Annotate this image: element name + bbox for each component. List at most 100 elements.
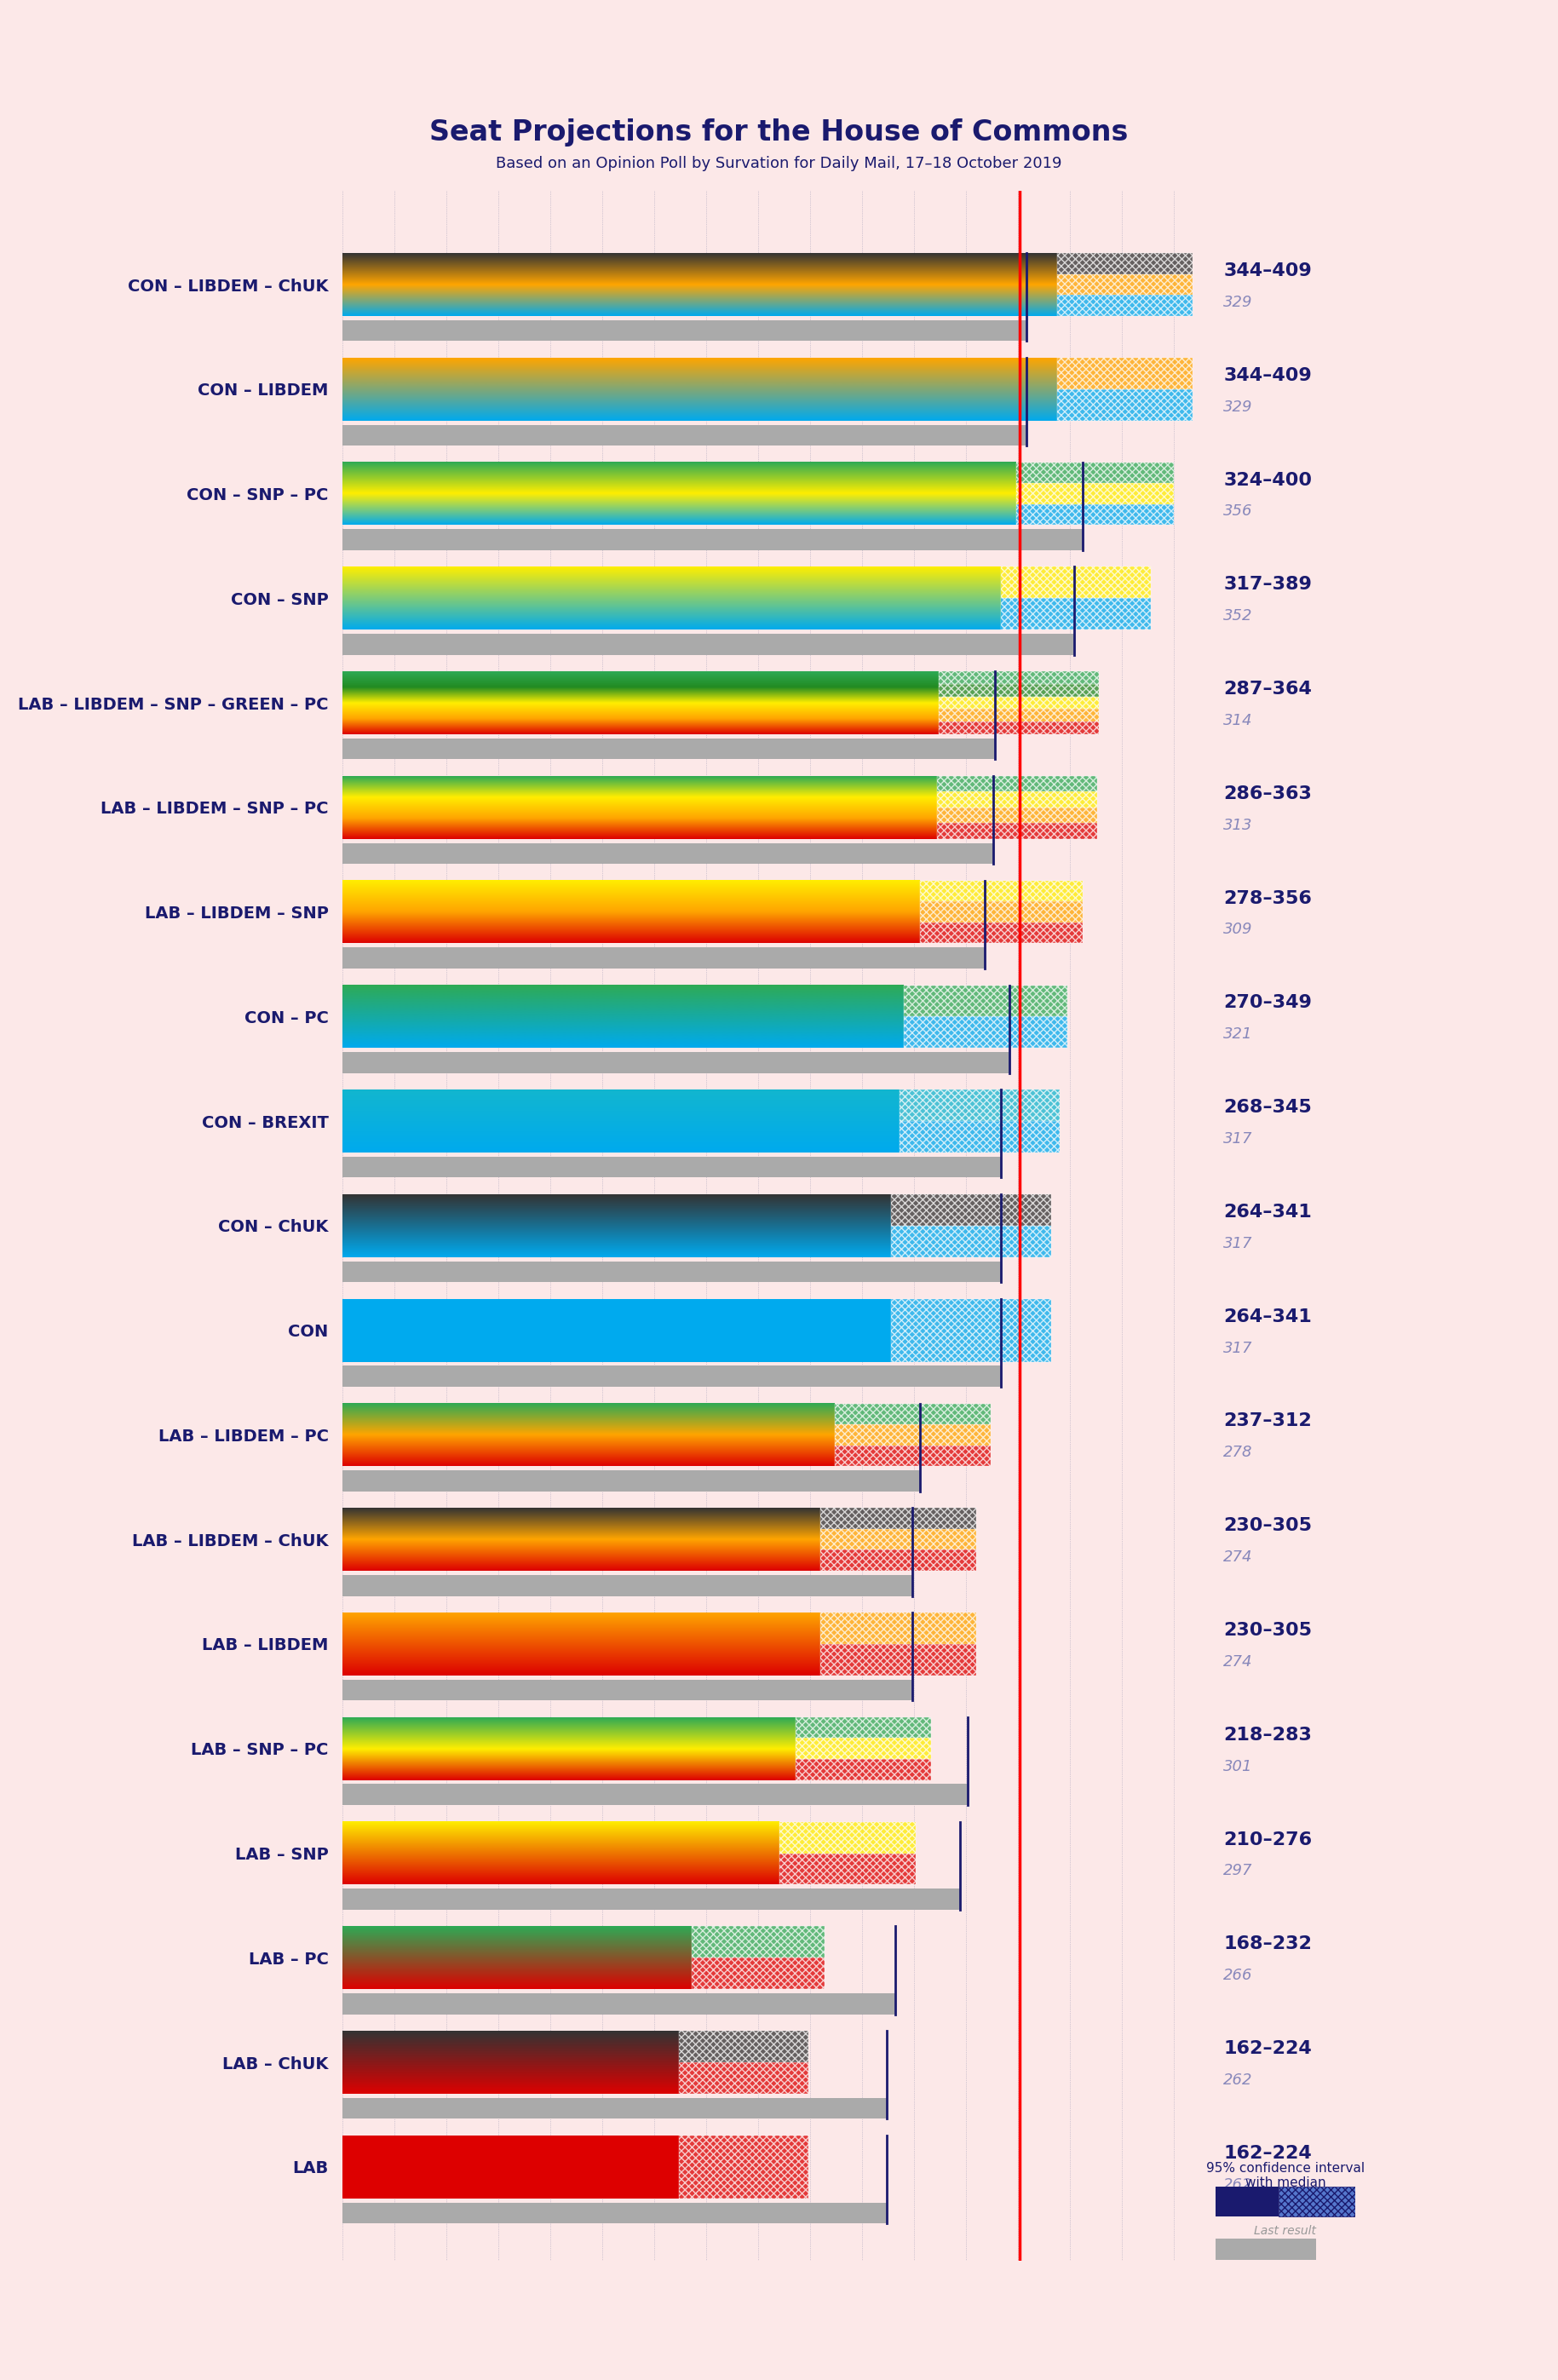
- Text: Last result: Last result: [1254, 2225, 1317, 2237]
- Bar: [343, 1680, 911, 1699]
- Bar: [821, 1645, 977, 1676]
- Bar: [821, 1509, 977, 1528]
- Bar: [796, 1718, 930, 1737]
- Text: 162–224: 162–224: [1223, 2040, 1312, 2056]
- Text: 314: 314: [1223, 714, 1253, 728]
- Bar: [939, 721, 1098, 733]
- Bar: [835, 1423, 991, 1445]
- Bar: [821, 1614, 977, 1645]
- Text: 324–400: 324–400: [1223, 471, 1312, 488]
- Bar: [692, 1925, 824, 1959]
- Bar: [939, 671, 1098, 683]
- Text: 317: 317: [1223, 1340, 1253, 1357]
- Bar: [343, 947, 985, 969]
- Bar: [1002, 597, 1151, 631]
- Text: Based on an Opinion Poll by Survation for Daily Mail, 17–18 October 2019: Based on an Opinion Poll by Survation fo…: [495, 157, 1063, 171]
- Bar: [343, 1157, 1002, 1178]
- Bar: [1016, 505, 1173, 526]
- Bar: [779, 1821, 916, 1854]
- Bar: [343, 1994, 896, 2013]
- Bar: [835, 1445, 991, 1466]
- Text: 95% confidence interval
with median: 95% confidence interval with median: [1206, 2161, 1365, 2190]
- Bar: [343, 843, 992, 864]
- Bar: [343, 319, 1027, 340]
- Bar: [899, 1121, 1059, 1152]
- Bar: [939, 683, 1098, 697]
- Bar: [679, 2135, 809, 2199]
- Text: 264–341: 264–341: [1223, 1309, 1312, 1326]
- Bar: [343, 1576, 911, 1597]
- Text: 278: 278: [1223, 1445, 1253, 1461]
- Bar: [936, 823, 1097, 838]
- Bar: [343, 424, 1027, 445]
- Bar: [1058, 274, 1192, 295]
- Text: 218–283: 218–283: [1223, 1726, 1312, 1745]
- Bar: [343, 2202, 887, 2223]
- Bar: [343, 2135, 679, 2199]
- Bar: [1058, 252, 1192, 274]
- Bar: [343, 1785, 968, 1804]
- Bar: [821, 1528, 977, 1549]
- Text: 309: 309: [1223, 921, 1253, 938]
- Bar: [891, 1299, 1052, 1361]
- Text: 270–349: 270–349: [1223, 995, 1312, 1012]
- Text: 356: 356: [1223, 505, 1253, 519]
- Bar: [891, 1195, 1052, 1226]
- Bar: [921, 881, 1083, 902]
- Bar: [821, 1549, 977, 1571]
- Text: 344–409: 344–409: [1223, 262, 1312, 278]
- Text: 264–341: 264–341: [1223, 1204, 1312, 1221]
- Bar: [343, 1890, 960, 1909]
- Text: 262: 262: [1223, 2178, 1253, 2192]
- Bar: [1058, 388, 1192, 421]
- Bar: [891, 1226, 1052, 1257]
- Text: 274: 274: [1223, 1654, 1253, 1668]
- Text: 266: 266: [1223, 1968, 1253, 1983]
- Text: 210–276: 210–276: [1223, 1830, 1312, 1849]
- Bar: [904, 1016, 1067, 1047]
- Text: 352: 352: [1223, 609, 1253, 624]
- Bar: [921, 902, 1083, 923]
- Bar: [939, 709, 1098, 721]
- Bar: [1058, 357, 1192, 388]
- Bar: [343, 1052, 1010, 1073]
- Bar: [904, 985, 1067, 1016]
- Bar: [899, 1090, 1059, 1121]
- Bar: [343, 2097, 887, 2118]
- Bar: [692, 1959, 824, 1990]
- Bar: [343, 738, 996, 759]
- Bar: [936, 793, 1097, 807]
- Text: 237–312: 237–312: [1223, 1414, 1312, 1430]
- Text: 230–305: 230–305: [1223, 1621, 1312, 1640]
- Text: 230–305: 230–305: [1223, 1518, 1312, 1535]
- Text: 162–224: 162–224: [1223, 2144, 1312, 2161]
- Text: 287–364: 287–364: [1223, 681, 1312, 697]
- Bar: [343, 1261, 1002, 1283]
- Bar: [1002, 566, 1151, 597]
- Text: 297: 297: [1223, 1864, 1253, 1878]
- Bar: [1215, 2237, 1317, 2261]
- Bar: [939, 697, 1098, 709]
- Text: 313: 313: [1223, 816, 1253, 833]
- Bar: [936, 807, 1097, 823]
- Bar: [779, 1854, 916, 1885]
- Text: 262: 262: [1223, 2073, 1253, 2087]
- Text: 278–356: 278–356: [1223, 890, 1312, 907]
- Bar: [835, 1404, 991, 1423]
- Text: 286–363: 286–363: [1223, 785, 1312, 802]
- Bar: [1278, 2187, 1355, 2216]
- Bar: [343, 1299, 891, 1361]
- Bar: [1016, 483, 1173, 505]
- Bar: [936, 776, 1097, 793]
- Bar: [1215, 2187, 1278, 2216]
- Bar: [921, 923, 1083, 942]
- Text: 301: 301: [1223, 1759, 1253, 1773]
- Bar: [343, 528, 1083, 550]
- Bar: [679, 2063, 809, 2094]
- Text: 344–409: 344–409: [1223, 367, 1312, 383]
- Bar: [1016, 462, 1173, 483]
- Bar: [796, 1737, 930, 1759]
- Text: 317: 317: [1223, 1235, 1253, 1252]
- Bar: [679, 2030, 809, 2063]
- Text: 274: 274: [1223, 1549, 1253, 1566]
